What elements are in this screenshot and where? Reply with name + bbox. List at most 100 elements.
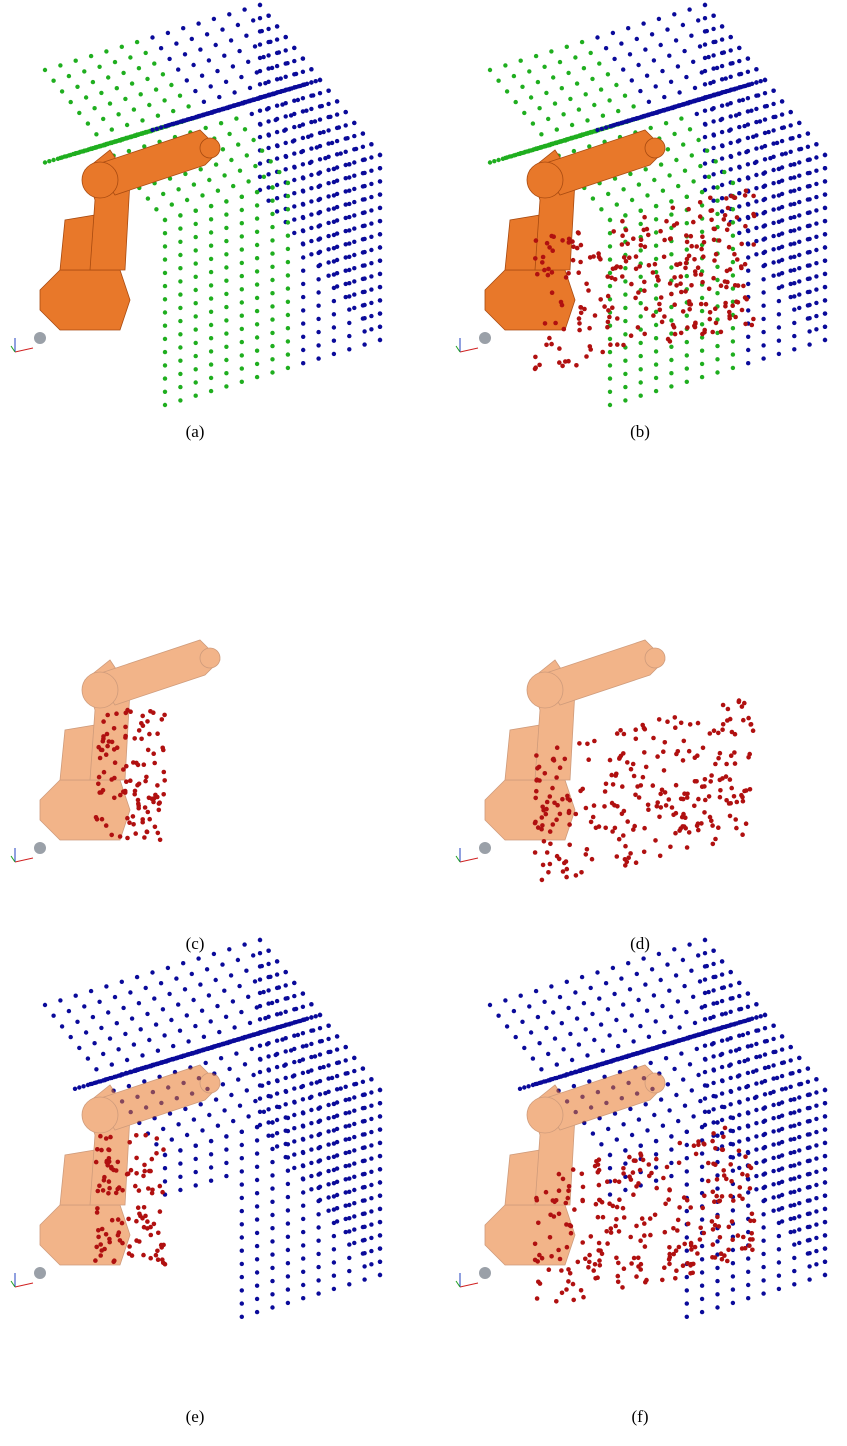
point [792, 162, 796, 166]
point [620, 233, 625, 238]
point [710, 1139, 715, 1144]
panel [11, 938, 382, 1319]
point [284, 141, 288, 145]
point [660, 69, 664, 73]
point [270, 185, 274, 189]
point [777, 246, 781, 250]
point [332, 246, 336, 250]
point [127, 820, 132, 825]
point [270, 370, 274, 374]
point [753, 1096, 757, 1100]
point [562, 327, 567, 332]
point [761, 317, 765, 321]
point [537, 106, 541, 110]
point [157, 800, 162, 805]
point [626, 1054, 630, 1058]
point [158, 1209, 163, 1214]
point [707, 175, 711, 179]
point [761, 264, 765, 268]
point [316, 1106, 320, 1110]
point [814, 248, 818, 252]
point [657, 17, 661, 21]
point [664, 219, 669, 224]
point [236, 1077, 240, 1081]
point [316, 1133, 320, 1137]
point [729, 1010, 733, 1014]
point [780, 1074, 784, 1078]
point [292, 1060, 296, 1064]
point [286, 273, 290, 277]
point [700, 1125, 704, 1129]
point [754, 226, 758, 230]
point [587, 1253, 592, 1258]
point [534, 54, 538, 58]
point [729, 753, 734, 758]
point [352, 306, 356, 310]
point [255, 309, 259, 313]
point [720, 24, 724, 28]
point [737, 1113, 741, 1117]
point [151, 710, 156, 715]
point [771, 234, 775, 238]
point [553, 1076, 557, 1080]
point [716, 825, 721, 830]
point [761, 1120, 765, 1124]
point [304, 109, 308, 113]
point [258, 82, 262, 86]
point [362, 1092, 366, 1096]
point [603, 789, 608, 794]
point [155, 1249, 160, 1254]
point [137, 728, 142, 733]
point [161, 1127, 165, 1131]
point [207, 1113, 211, 1117]
point [754, 1134, 758, 1138]
point [715, 357, 719, 361]
point [634, 737, 639, 742]
point [729, 1076, 733, 1080]
point [731, 1274, 735, 1278]
point [137, 782, 142, 787]
point [630, 1133, 634, 1137]
point [255, 322, 259, 326]
point [224, 371, 228, 375]
point [193, 1024, 197, 1028]
point [684, 261, 689, 266]
point [731, 1198, 736, 1203]
point [265, 1042, 269, 1046]
point [754, 1147, 758, 1151]
point [560, 1291, 565, 1296]
point [638, 1168, 643, 1173]
point [673, 831, 678, 836]
point [771, 1182, 775, 1186]
point [378, 232, 382, 236]
point [142, 1163, 147, 1168]
panel-label: (d) [630, 934, 650, 953]
point [729, 1049, 733, 1053]
point [674, 752, 679, 757]
point [185, 1013, 189, 1017]
point [209, 257, 213, 261]
point [589, 820, 594, 825]
point [792, 334, 796, 338]
point [725, 1259, 730, 1264]
point [618, 265, 623, 270]
point [723, 304, 728, 309]
point [261, 990, 265, 994]
point [171, 109, 175, 113]
point [93, 145, 97, 149]
point [807, 316, 811, 320]
point [621, 1206, 626, 1211]
point [321, 130, 325, 134]
point [642, 1233, 647, 1238]
point [667, 1187, 672, 1192]
point [643, 245, 648, 250]
point [682, 49, 686, 53]
point [606, 1127, 610, 1131]
point [378, 219, 382, 223]
point [621, 187, 625, 191]
point [669, 265, 673, 269]
point [549, 142, 553, 146]
point [554, 141, 558, 145]
point [116, 1160, 121, 1165]
point [156, 1231, 161, 1236]
